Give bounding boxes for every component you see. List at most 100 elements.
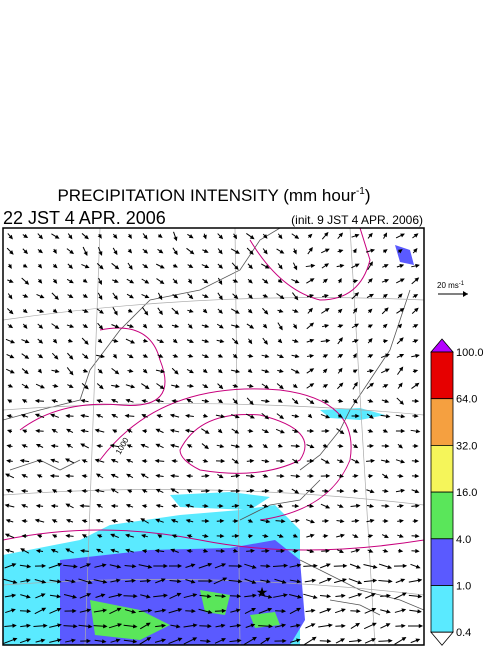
wind-head xyxy=(310,295,313,298)
wind-head xyxy=(370,370,373,373)
wind-head xyxy=(414,370,417,373)
wind-head xyxy=(83,475,86,478)
wind-head xyxy=(112,400,115,402)
wind-head xyxy=(418,595,421,598)
wind-head xyxy=(265,460,268,463)
wind-head xyxy=(128,490,131,492)
wind-head xyxy=(311,265,314,268)
wind-head xyxy=(160,340,163,342)
wind-head xyxy=(82,430,85,433)
wind-head xyxy=(249,445,252,447)
wind-head xyxy=(116,325,119,327)
wind-head xyxy=(416,535,419,538)
wind-head xyxy=(386,445,389,448)
wind-head xyxy=(56,370,59,373)
wind-head xyxy=(22,415,25,417)
wind-head xyxy=(403,565,406,568)
colorbar-box xyxy=(431,399,453,446)
wind-head xyxy=(220,340,223,343)
wind-head xyxy=(204,385,207,388)
wind-head xyxy=(339,400,342,403)
wind-head xyxy=(373,579,376,582)
valid-time: 22 JST 4 APR. 2006 xyxy=(3,208,166,228)
wind-head xyxy=(357,610,360,613)
wind-head xyxy=(294,250,296,253)
wind-head xyxy=(21,460,24,463)
wind-head xyxy=(116,385,119,388)
wind-head xyxy=(356,460,359,462)
wind-head xyxy=(143,430,146,433)
wind-head xyxy=(10,355,13,357)
wind-head xyxy=(416,505,419,508)
wind-head xyxy=(99,296,101,299)
wind-head xyxy=(131,385,134,387)
wind-head xyxy=(81,505,84,508)
wind-head xyxy=(416,639,419,641)
wind-head xyxy=(264,295,267,297)
wind-head xyxy=(385,520,388,523)
wind-head xyxy=(415,475,418,478)
wind-head xyxy=(158,415,161,418)
wind-head xyxy=(296,445,299,448)
wind-head xyxy=(189,355,192,358)
wind-head xyxy=(403,593,406,595)
colorbar-label: 100.0 xyxy=(456,347,484,359)
wind-head xyxy=(187,399,190,401)
wind-head xyxy=(324,355,327,357)
wind-head xyxy=(205,250,208,252)
wind-head xyxy=(295,355,298,358)
wind-head xyxy=(342,609,345,611)
wind-head xyxy=(354,280,357,283)
wind-head xyxy=(70,325,73,327)
wind-head xyxy=(52,505,55,508)
wind-head xyxy=(281,430,284,432)
wind-head xyxy=(219,490,222,493)
wind-head xyxy=(384,550,387,553)
wind-head xyxy=(314,596,317,599)
wind-head xyxy=(6,549,9,551)
wind-head xyxy=(279,505,282,507)
wind-head xyxy=(358,581,361,583)
wind-head xyxy=(385,535,388,537)
wind-head xyxy=(126,415,129,418)
wind-head xyxy=(401,579,404,581)
wind-head xyxy=(205,265,208,267)
colorbar-label: 64.0 xyxy=(456,394,477,406)
wind-head xyxy=(326,340,329,343)
wind-head xyxy=(372,594,375,596)
wind-head xyxy=(115,280,118,282)
wind-head xyxy=(8,430,11,432)
wind-head xyxy=(83,460,86,462)
wind-head xyxy=(327,595,330,598)
wind-head xyxy=(157,400,160,403)
wind-head xyxy=(339,250,342,253)
wind-head xyxy=(130,295,133,298)
wind-head xyxy=(130,355,133,358)
wind-head xyxy=(156,429,159,431)
wind-head xyxy=(401,279,404,281)
wind-head xyxy=(99,252,101,255)
wind-head xyxy=(6,534,9,536)
wind-head xyxy=(419,625,422,628)
wind-head xyxy=(67,444,70,447)
wind-head xyxy=(295,430,298,432)
wind-head xyxy=(205,400,208,403)
wind-head xyxy=(343,579,346,582)
wind-head xyxy=(384,233,386,236)
wind-head xyxy=(54,385,57,388)
wind-head xyxy=(234,280,237,282)
wind-head xyxy=(312,624,315,626)
wind-head xyxy=(416,355,419,358)
wind-head xyxy=(96,429,99,432)
wind-head xyxy=(68,400,71,402)
wind-head xyxy=(23,535,26,538)
wind-head xyxy=(370,262,373,265)
wind-head xyxy=(356,549,359,552)
wind-head xyxy=(400,355,403,357)
wind-head xyxy=(386,354,389,356)
wind-head xyxy=(114,340,117,343)
colorbar-box xyxy=(431,586,453,633)
wind-head xyxy=(339,279,341,282)
wind-head xyxy=(324,535,327,538)
wind-head xyxy=(342,625,345,628)
